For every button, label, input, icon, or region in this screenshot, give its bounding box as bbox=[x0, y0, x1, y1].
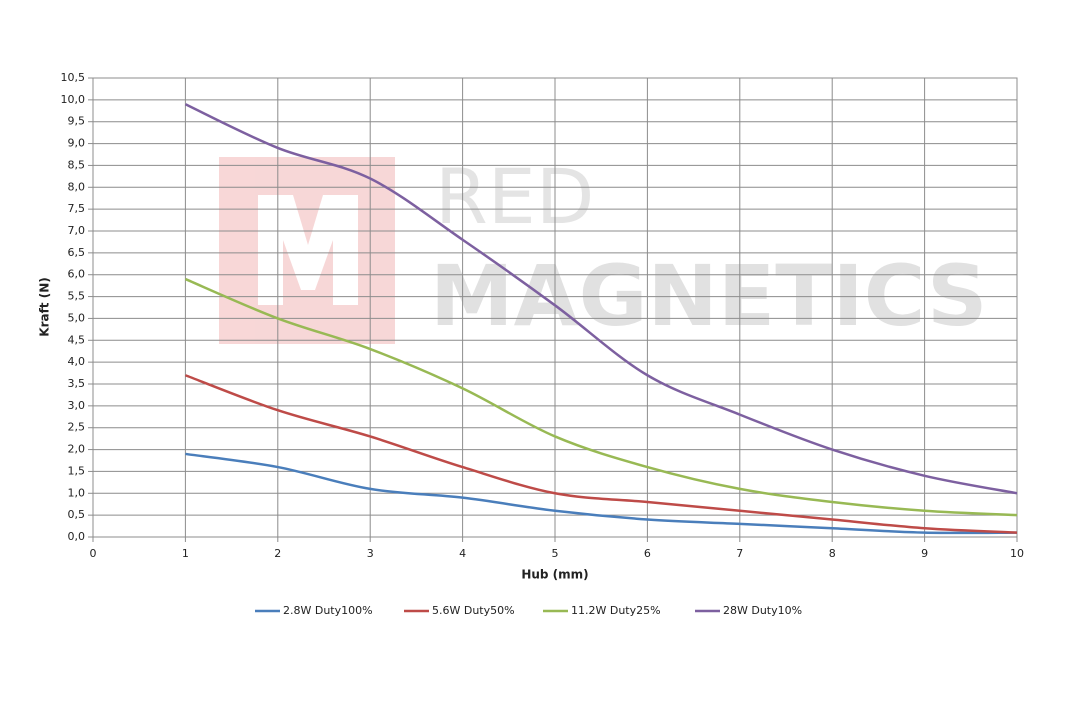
x-tick-label: 8 bbox=[829, 547, 836, 560]
y-tick-label: 8,0 bbox=[68, 180, 86, 193]
x-tick-label: 6 bbox=[644, 547, 651, 560]
legend-label: 5.6W Duty50% bbox=[432, 604, 515, 617]
watermark-text: MAGNETICS bbox=[430, 247, 987, 345]
legend-label: 2.8W Duty100% bbox=[283, 604, 373, 617]
x-tick-label: 2 bbox=[274, 547, 281, 560]
y-tick-label: 8,5 bbox=[68, 158, 86, 171]
y-tick-label: 3,5 bbox=[68, 377, 86, 390]
y-tick-label: 9,5 bbox=[68, 115, 86, 128]
watermark-text: RED bbox=[435, 152, 594, 241]
series-line bbox=[185, 452, 1018, 535]
y-tick-label: 0,5 bbox=[68, 508, 86, 521]
y-tick-label: 10,0 bbox=[61, 93, 86, 106]
y-tick-label: 6,5 bbox=[68, 246, 86, 259]
series-line bbox=[184, 277, 1018, 517]
y-tick-label: 1,5 bbox=[68, 464, 86, 477]
y-tick-label: 1,0 bbox=[68, 486, 86, 499]
legend-label: 11.2W Duty25% bbox=[571, 604, 661, 617]
y-tick-label: 4,5 bbox=[68, 333, 86, 346]
x-axis-title: Hub (mm) bbox=[521, 568, 588, 582]
x-tick-label: 10 bbox=[1010, 547, 1024, 560]
series-line bbox=[184, 103, 1018, 495]
y-tick-label: 5,0 bbox=[68, 311, 86, 324]
y-tick-label: 7,5 bbox=[68, 202, 86, 215]
x-tick-label: 4 bbox=[459, 547, 466, 560]
y-tick-label: 9,0 bbox=[68, 137, 86, 150]
y-tick-label: 5,5 bbox=[68, 290, 86, 303]
y-tick-label: 3,0 bbox=[68, 399, 86, 412]
y-tick-label: 2,0 bbox=[68, 443, 86, 456]
plot-border bbox=[92, 77, 1018, 538]
x-tick-label: 3 bbox=[367, 547, 374, 560]
y-tick-label: 7,0 bbox=[68, 224, 86, 237]
legend-label: 28W Duty10% bbox=[723, 604, 802, 617]
y-tick-label: 6,0 bbox=[68, 268, 86, 281]
y-tick-label: 2,5 bbox=[68, 421, 86, 434]
x-tick-label: 0 bbox=[90, 547, 97, 560]
series-line bbox=[184, 374, 1018, 534]
y-tick-label: 10,5 bbox=[61, 71, 86, 84]
x-tick-label: 7 bbox=[736, 547, 743, 560]
y-axis-title: Kraft (N) bbox=[38, 277, 52, 336]
watermark-logo-m bbox=[258, 195, 358, 305]
y-tick-label: 0,0 bbox=[68, 530, 86, 543]
x-tick-label: 5 bbox=[552, 547, 559, 560]
watermark: RED MAGNETICS bbox=[219, 152, 987, 345]
x-tick-label: 1 bbox=[182, 547, 189, 560]
x-tick-label: 9 bbox=[921, 547, 928, 560]
y-tick-label: 4,0 bbox=[68, 355, 86, 368]
